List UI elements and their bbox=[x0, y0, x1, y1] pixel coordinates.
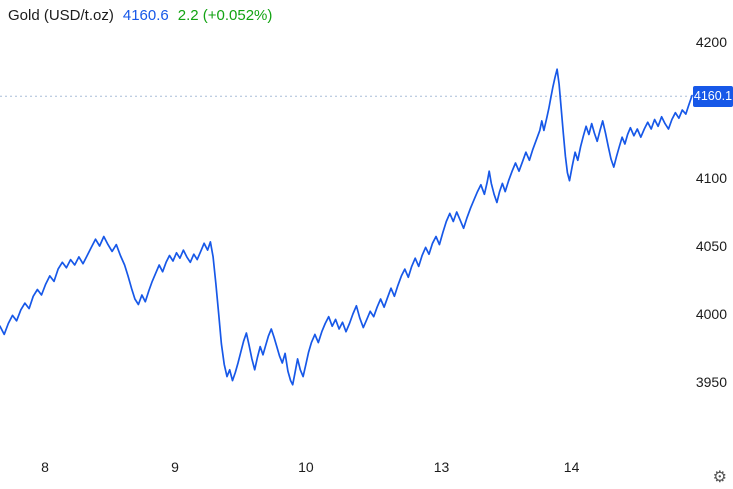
x-tick-label: 8 bbox=[41, 459, 49, 475]
instrument-title: Gold (USD/t.oz) bbox=[8, 7, 114, 24]
y-tick-label: 4000 bbox=[695, 306, 727, 322]
x-tick-label: 10 bbox=[298, 459, 314, 475]
chart-header: Gold (USD/t.oz) 4160.6 2.2 (+0.052%) bbox=[8, 7, 272, 24]
price-change: 2.2 (+0.052%) bbox=[177, 7, 273, 24]
y-tick-label: 4200 bbox=[695, 34, 727, 50]
x-tick-label: 9 bbox=[171, 459, 179, 475]
price-line-series bbox=[0, 68, 693, 386]
y-tick-label: 4100 bbox=[695, 170, 727, 186]
y-tick-label: 4050 bbox=[695, 238, 727, 254]
settings-gear-icon[interactable]: ⚙ bbox=[712, 469, 727, 486]
x-tick-label: 13 bbox=[433, 459, 450, 475]
current-price-badge: 4160.1 bbox=[693, 85, 733, 107]
last-price: 4160.6 bbox=[122, 7, 169, 24]
current-price-label: 4160.1 bbox=[693, 89, 733, 104]
y-tick-label: 3950 bbox=[695, 374, 727, 390]
x-tick-label: 14 bbox=[563, 459, 580, 475]
